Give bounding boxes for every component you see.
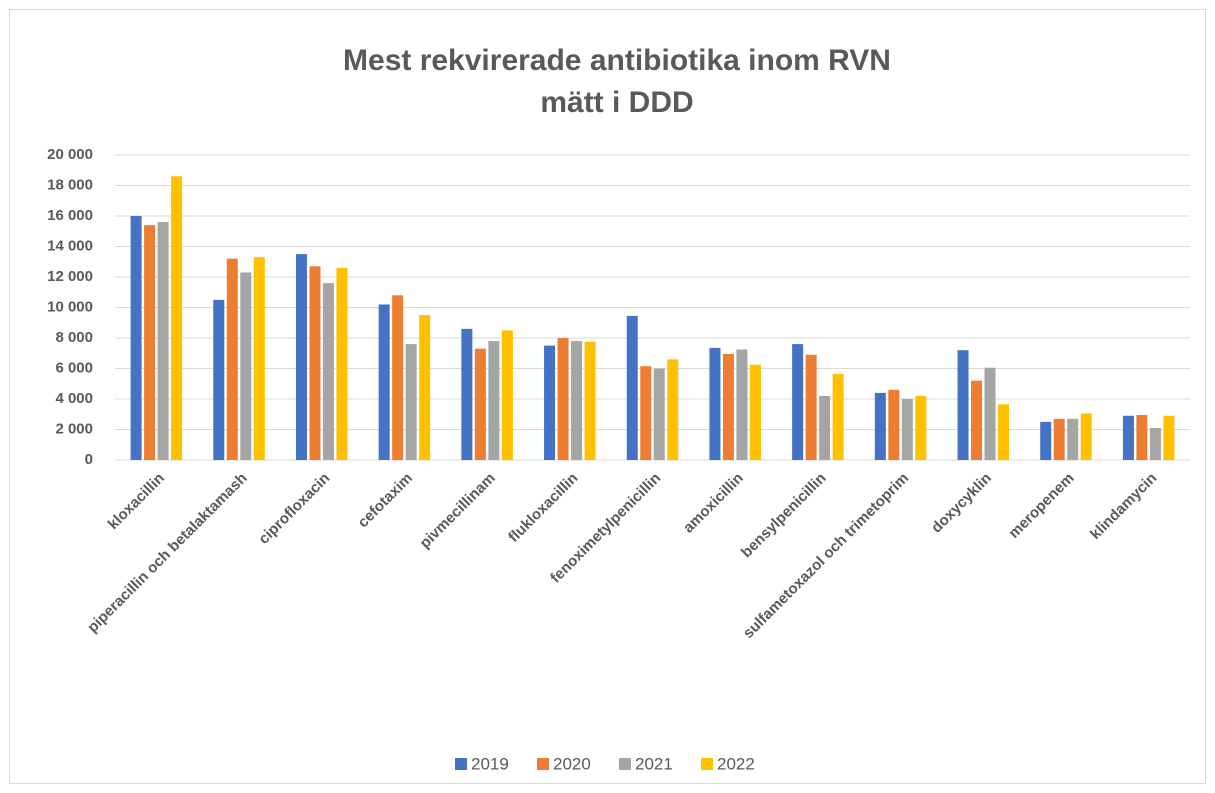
bar <box>805 354 817 460</box>
legend-label: 2020 <box>553 754 591 773</box>
bar <box>901 399 913 460</box>
bar <box>792 344 804 460</box>
y-tick-label: 10 000 <box>47 298 93 315</box>
bar <box>226 258 238 460</box>
bar <box>1122 415 1134 460</box>
y-tick-label: 18 000 <box>47 176 93 193</box>
bar <box>984 367 996 460</box>
chart-frame <box>9 9 1206 784</box>
bar <box>1163 415 1175 460</box>
bar <box>240 272 252 460</box>
legend-label: 2022 <box>717 754 755 773</box>
y-tick-label: 4 000 <box>55 390 93 407</box>
bar <box>1067 418 1079 460</box>
bar <box>488 341 500 460</box>
legend-swatch <box>619 758 631 770</box>
bar <box>322 283 334 460</box>
bar <box>213 299 225 460</box>
bar <box>253 257 265 460</box>
y-tick-label: 0 <box>85 451 93 468</box>
bar <box>571 341 583 460</box>
bar <box>749 364 761 460</box>
bar <box>709 347 721 460</box>
legend-swatch <box>455 758 467 770</box>
y-tick-label: 6 000 <box>55 359 93 376</box>
legend-label: 2019 <box>471 754 509 773</box>
bar <box>295 254 307 460</box>
bar <box>736 349 748 460</box>
y-tick-label: 2 000 <box>55 420 93 437</box>
bar <box>171 176 183 460</box>
bar <box>957 350 969 460</box>
bar <box>1149 427 1161 460</box>
bar <box>419 315 431 460</box>
bar <box>336 267 348 460</box>
y-tick-label: 12 000 <box>47 268 93 285</box>
bar <box>626 315 638 460</box>
bar <box>888 389 900 460</box>
bar <box>544 345 556 460</box>
bar <box>640 366 652 460</box>
legend-swatch <box>701 758 713 770</box>
bar <box>653 368 665 460</box>
bar <box>557 338 569 460</box>
bar <box>474 348 486 460</box>
y-tick-label: 16 000 <box>47 207 93 224</box>
bar <box>998 404 1010 460</box>
bar <box>819 395 831 460</box>
y-tick-label: 20 000 <box>47 146 93 163</box>
bar <box>971 380 983 460</box>
chart-title: mätt i DDD <box>540 86 693 119</box>
bar <box>915 395 927 460</box>
bar <box>722 354 734 460</box>
y-tick-label: 14 000 <box>47 237 93 254</box>
bar <box>832 373 844 460</box>
bar <box>1136 415 1148 460</box>
bar <box>157 222 169 460</box>
legend-label: 2021 <box>635 754 673 773</box>
bar <box>378 304 390 460</box>
bar <box>130 216 142 460</box>
bar <box>874 392 886 460</box>
bar <box>1080 413 1092 460</box>
bar <box>1053 418 1065 460</box>
bar <box>1040 421 1052 460</box>
legend-swatch <box>537 758 549 770</box>
y-tick-label: 8 000 <box>55 329 93 346</box>
bar <box>461 328 473 460</box>
bar <box>405 344 417 460</box>
bar <box>392 295 404 460</box>
bar <box>667 359 679 460</box>
chart-title: Mest rekvirerade antibiotika inom RVN <box>343 44 891 77</box>
bar <box>144 225 156 460</box>
bar <box>501 330 513 460</box>
bar <box>309 266 321 460</box>
bar <box>584 341 596 460</box>
